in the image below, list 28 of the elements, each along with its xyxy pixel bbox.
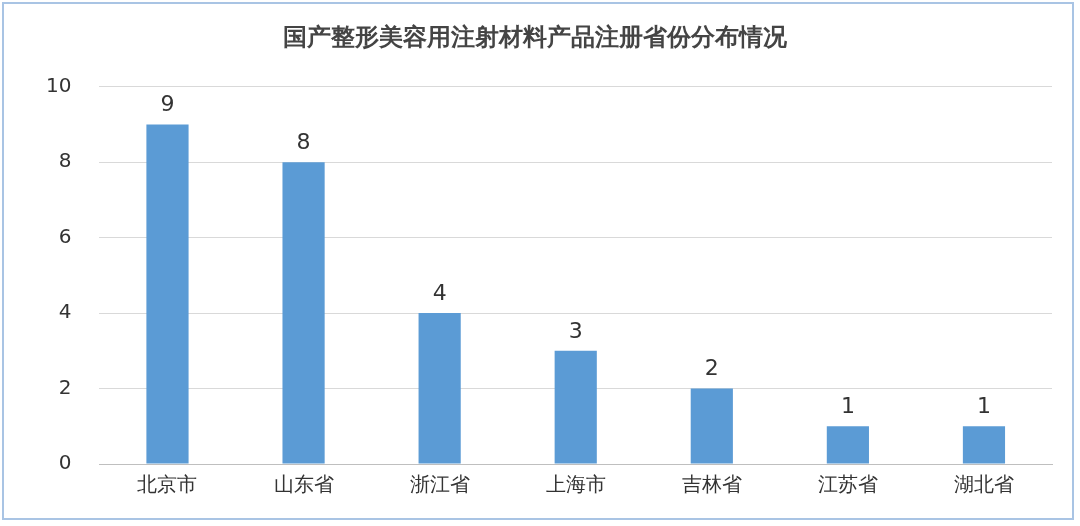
bar — [554, 350, 597, 464]
bar — [146, 124, 189, 464]
y-tick-label: 2 — [58, 374, 72, 399]
bar — [282, 162, 325, 464]
bar — [690, 388, 733, 464]
y-tick-label: 8 — [58, 148, 72, 173]
bar — [418, 313, 461, 464]
data-label: 8 — [296, 128, 311, 154]
data-label: 9 — [160, 91, 175, 117]
data-label: 1 — [976, 393, 991, 418]
x-tick-label: 上海市 — [545, 472, 606, 497]
x-tick-label: 北京市 — [137, 472, 198, 497]
x-tick-label: 江苏省 — [817, 472, 878, 497]
y-tick-label: 10 — [46, 73, 72, 97]
y-tick-label: 4 — [58, 299, 72, 324]
x-tick-label: 湖北省 — [953, 472, 1014, 497]
chart-title: 国产整形美容用注射材料产品注册省份分布情况 — [283, 22, 788, 51]
bar — [962, 426, 1006, 464]
data-label: 3 — [568, 317, 583, 343]
data-label: 2 — [704, 355, 719, 381]
x-tick-label: 山东省 — [273, 472, 334, 497]
y-tick-label: 6 — [58, 223, 72, 248]
x-tick-label: 浙江省 — [409, 472, 470, 497]
bar — [826, 426, 869, 464]
y-tick-label: 0 — [58, 450, 72, 475]
data-label: 4 — [432, 279, 447, 305]
x-tick-label: 吉林省 — [681, 472, 742, 497]
data-label: 1 — [840, 393, 855, 418]
